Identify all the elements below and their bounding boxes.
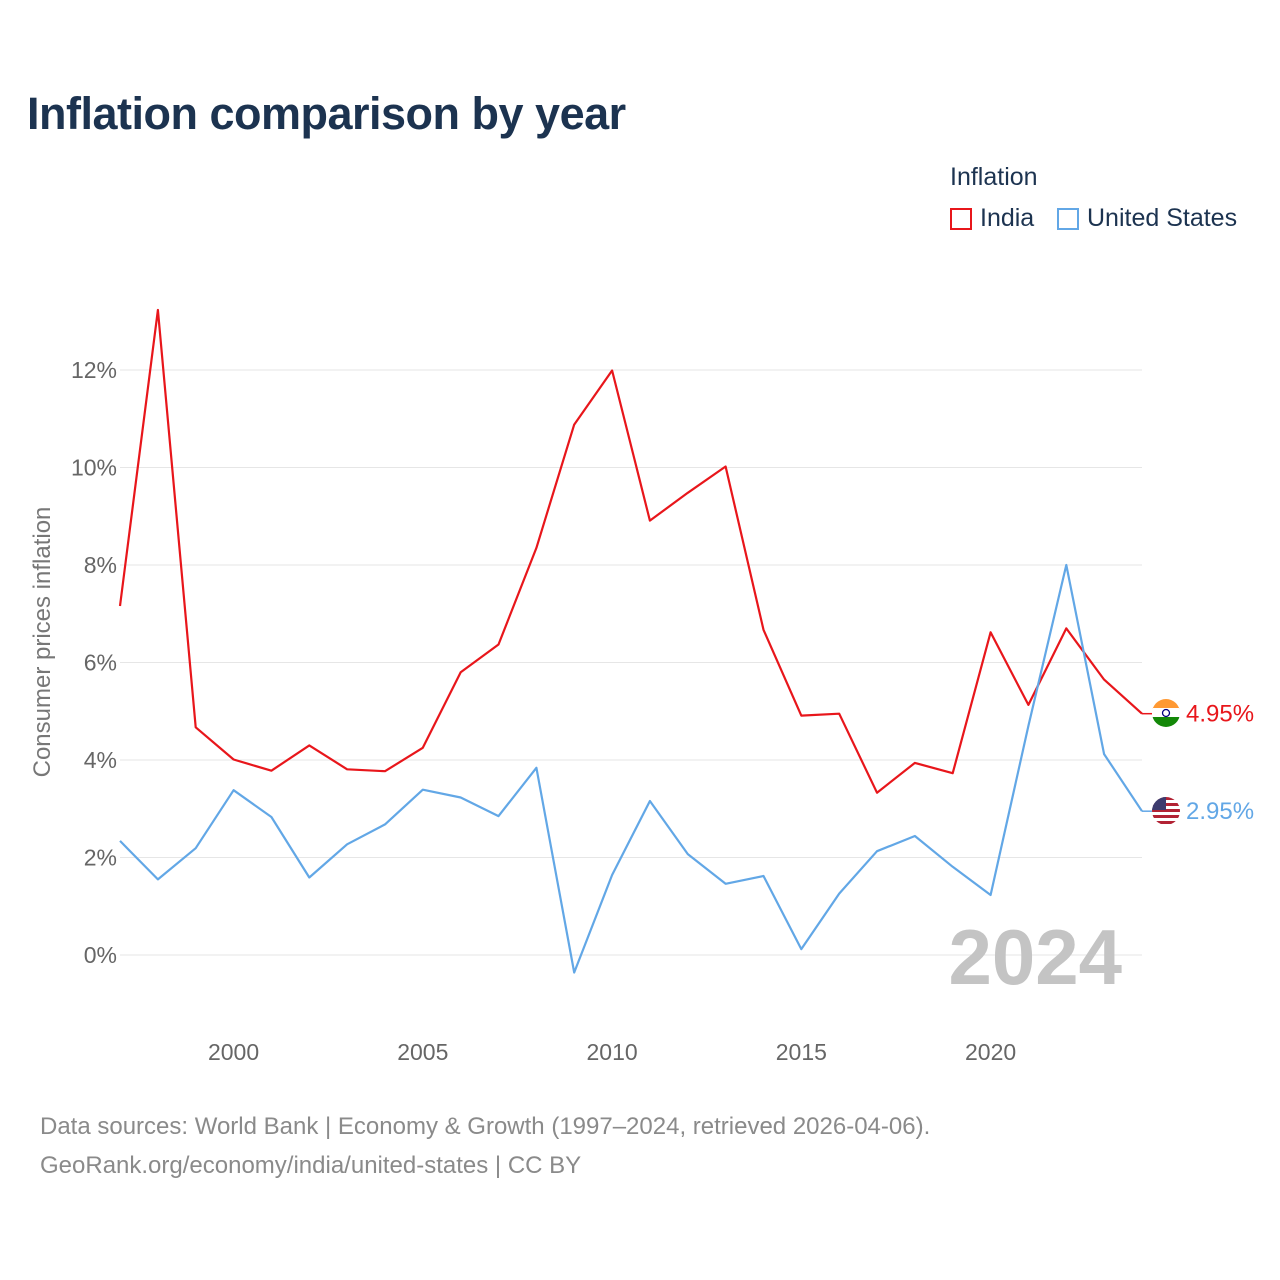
y-tick-label: 4% bbox=[84, 747, 117, 773]
series-line-india[interactable] bbox=[118, 308, 1143, 794]
end-label-united-states: 2.95% bbox=[1186, 798, 1254, 825]
legend-item-united-states[interactable]: United States bbox=[1057, 204, 1237, 233]
source-line-2[interactable]: GeoRank.org/economy/india/united-states … bbox=[40, 1152, 582, 1179]
x-tick-label: 2010 bbox=[586, 1039, 637, 1065]
x-tick-label: 2000 bbox=[208, 1039, 259, 1065]
x-tick-label: 2015 bbox=[776, 1039, 827, 1065]
legend-title: Inflation bbox=[950, 163, 1038, 191]
x-tick-label: 2005 bbox=[397, 1039, 448, 1065]
series-end-markers bbox=[1152, 699, 1180, 825]
legend-swatch-united-states bbox=[1057, 207, 1079, 230]
legend-label-india: India bbox=[980, 204, 1035, 232]
source-line-1: Data sources: World Bank | Economy & Gro… bbox=[40, 1113, 931, 1140]
legend-swatch-india bbox=[950, 207, 972, 230]
chart-title: Inflation comparison by year bbox=[27, 88, 626, 139]
y-tick-label: 8% bbox=[84, 552, 117, 578]
gridlines bbox=[120, 369, 1142, 956]
y-tick-label: 0% bbox=[84, 942, 117, 968]
united-states-flag-icon bbox=[1152, 797, 1180, 825]
y-tick-label: 2% bbox=[84, 845, 117, 871]
series-lines bbox=[118, 308, 1152, 974]
legend-label-united-states: United States bbox=[1087, 204, 1238, 232]
y-tick-label: 6% bbox=[84, 650, 117, 676]
y-tick-label: 10% bbox=[71, 455, 117, 481]
x-axis-ticks: 2000 2005 2010 2015 2020 bbox=[208, 1039, 1016, 1065]
y-tick-label: 12% bbox=[71, 357, 117, 383]
legend-item-india[interactable]: India bbox=[950, 204, 1034, 233]
y-axis-ticks: 0% 2% 4% 6% 8% 10% 12% bbox=[71, 357, 117, 968]
series-end-labels: 4.95% 2.95% bbox=[1186, 701, 1254, 826]
end-label-india: 4.95% bbox=[1186, 701, 1254, 728]
year-watermark: 2024 bbox=[948, 913, 1122, 1001]
source-note: Data sources: World Bank | Economy & Gro… bbox=[40, 1107, 930, 1185]
india-flag-icon bbox=[1152, 699, 1180, 727]
y-axis-label: Consumer prices inflation bbox=[29, 507, 56, 778]
series-line-united-states[interactable] bbox=[119, 563, 1143, 974]
x-tick-label: 2020 bbox=[965, 1039, 1016, 1065]
